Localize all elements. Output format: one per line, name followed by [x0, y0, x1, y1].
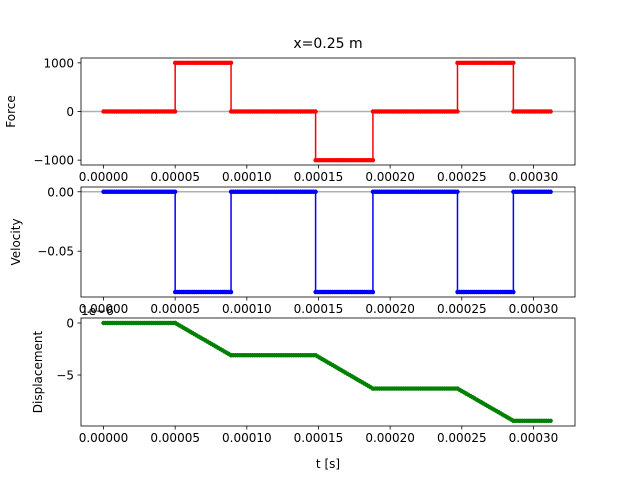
displacement-point [548, 418, 553, 423]
force-y-tick-label: 1000 [43, 56, 74, 70]
x-axis-label: t [s] [316, 457, 340, 471]
displacement-x-tick-label: 0.00020 [365, 431, 415, 445]
force-x-tick-label: 0.00005 [150, 170, 200, 184]
force-x-tick-label: 0.00000 [79, 170, 129, 184]
force-panel: 0.00000 0.00005 0.00010 0.00015 0.00020 0.000… [4, 56, 576, 184]
velocity-axes-frame [80, 186, 576, 298]
velocity-point [172, 189, 178, 194]
velocity-point [455, 189, 460, 194]
force-y-tick-label: 0 [66, 105, 74, 119]
velocity-x-tick-label: 0.00015 [294, 302, 344, 316]
displacement-x-tick-label: 0.00030 [509, 431, 559, 445]
displacement-x-tick-label: 0.00015 [294, 431, 344, 445]
velocity-markers [101, 189, 553, 295]
force-y-tick-label: −1000 [33, 154, 74, 168]
velocity-x-tick-label: 0.00030 [509, 302, 559, 316]
displacement-x-tick-label: 0.00025 [437, 431, 487, 445]
velocity-x-tick-label: 0.00010 [222, 302, 272, 316]
displacement-series-line [103, 322, 551, 422]
displacement-x-tick-label: 0.00005 [150, 431, 200, 445]
displacement-x-tick-label: 0.00000 [79, 431, 129, 445]
force-y-axis-label: Force [4, 95, 18, 127]
velocity-x-tick-label: 0.00020 [365, 302, 415, 316]
velocity-point [313, 189, 318, 194]
velocity-point [548, 189, 553, 194]
displacement-axes-frame [80, 317, 576, 427]
velocity-x-tick-label: 0.00005 [150, 302, 200, 316]
force-x-tick-label: 0.00010 [222, 170, 272, 184]
force-point [548, 109, 553, 114]
force-point [313, 109, 318, 114]
velocity-y-tick-label: 0.00 [47, 185, 74, 199]
figure-title: x=0.25 m [293, 36, 362, 52]
force-markers [101, 60, 553, 163]
velocity-x-tick-label: 0.00025 [437, 302, 487, 316]
velocity-point [370, 289, 376, 295]
force-x-tick-label: 0.00020 [365, 170, 415, 184]
displacement-y-axis-label: Displacement [31, 330, 45, 413]
velocity-point [511, 289, 516, 295]
velocity-series-line [103, 191, 551, 293]
velocity-point [228, 289, 234, 295]
force-point [455, 109, 460, 114]
force-point [511, 60, 516, 66]
velocity-panel: 0.00000 0.00005 0.00010 0.00015 0.00020 0.000… [9, 185, 576, 316]
displacement-panel: 0.00000 0.00005 0.00010 0.00015 0.00020 0.000… [31, 304, 576, 445]
force-x-tick-label: 0.00025 [437, 170, 487, 184]
displacement-offset-label: 1e−6 [81, 304, 114, 318]
velocity-y-tick-label: −0.05 [37, 245, 74, 259]
displacement-markers [101, 320, 553, 423]
force-x-tick-label: 0.00015 [294, 170, 344, 184]
velocity-y-axis-label: Velocity [9, 218, 23, 265]
velocity-x-tick-label: 0.00000 [79, 302, 129, 316]
force-point [228, 60, 234, 66]
force-point [172, 109, 178, 114]
displacement-y-tick-label: −5 [56, 369, 74, 383]
force-x-tick-label: 0.00030 [509, 170, 559, 184]
displacement-y-tick-label: 0 [66, 316, 74, 330]
displacement-x-tick-label: 0.00010 [222, 431, 272, 445]
force-point [370, 157, 376, 163]
